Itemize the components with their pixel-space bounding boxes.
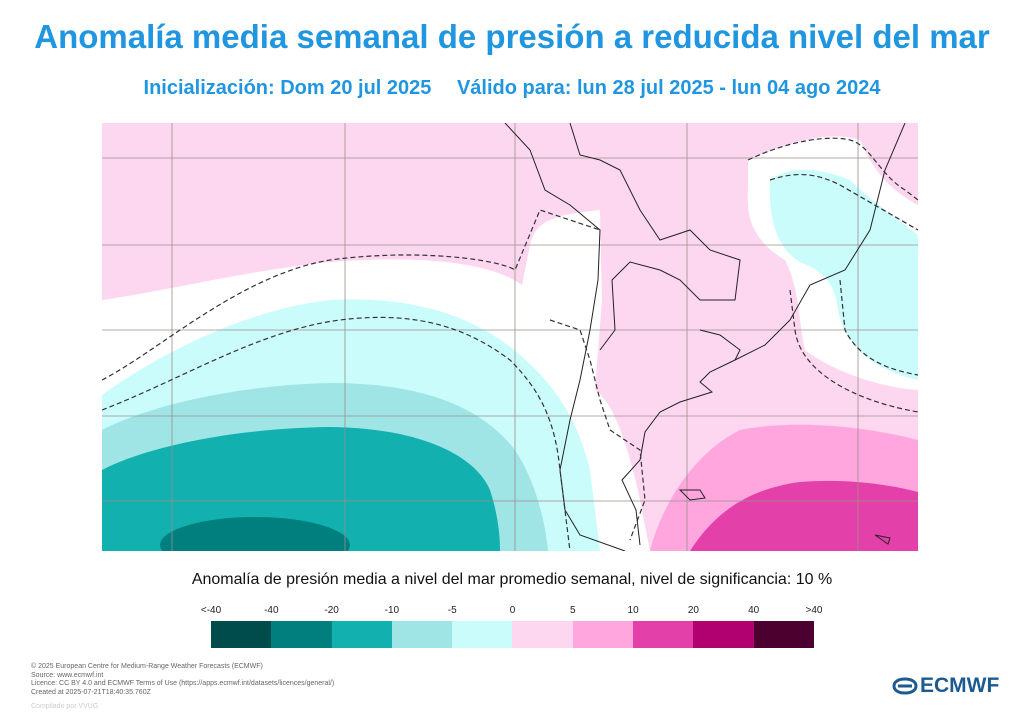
initialization-date: Inicialización: Dom 20 jul 2025 (143, 77, 432, 99)
legend-color-swatch (633, 621, 694, 648)
legend-color-swatch (753, 621, 814, 648)
legend-colorbar (211, 621, 814, 648)
legend-label: 0 (509, 605, 516, 616)
legend-label: >40 (805, 605, 823, 616)
legend-label: 5 (570, 605, 576, 616)
page-title: Anomalía media semanal de presión a redu… (34, 18, 990, 55)
legend-color-swatch (572, 621, 634, 648)
legend-color-swatch (331, 621, 392, 648)
legend-label: 10 (627, 605, 639, 616)
legend-label: 20 (687, 605, 699, 616)
legend-label: -20 (324, 605, 339, 616)
ecmwf-logo-icon (892, 677, 918, 695)
anomaly-magenta-region (690, 480, 918, 551)
legend-label: -10 (384, 605, 400, 616)
legend-label: -40 (264, 605, 279, 616)
legend-title: Anomalía de presión media a nivel del ma… (191, 571, 833, 588)
legend-label: 40 (748, 605, 760, 616)
legend-color-swatch (271, 621, 332, 648)
significance-contours (102, 137, 918, 551)
created-text: Created at 2025-07-21T18:40:35.760Z (31, 688, 151, 696)
coastlines (504, 123, 906, 551)
source-text: Source: www.ecmwf.int (31, 671, 104, 679)
legend-color-swatch (211, 621, 272, 648)
ecmwf-logo-text: ECMWF (920, 674, 1000, 697)
anomaly-cyan-ne (769, 169, 918, 380)
ecmwf-logo: ECMWF (892, 674, 999, 698)
pressure-anomaly-map (102, 123, 918, 551)
footer-credits: © 2025 European Centre for Medium-Range … (31, 663, 334, 697)
valid-period: Válido para: lun 28 jul 2025 - lun 04 ag… (456, 77, 881, 99)
legend-color-swatch (693, 621, 754, 648)
grid-lines (102, 123, 918, 551)
legend-labels: <-40 -40 -20 -10 -5 0 5 10 20 40 >40 (201, 605, 823, 619)
compiled-by-text: Compilado por VVUG (31, 703, 99, 710)
licence-text: Licence: CC BY 4.0 and ECMWF Terms of Us… (31, 680, 335, 687)
anomaly-dark-teal-region (160, 517, 350, 551)
copyright-text: © 2025 European Centre for Medium-Range … (31, 663, 263, 670)
subtitle: Inicialización: Dom 20 jul 2025 Válido p… (0, 77, 1024, 100)
legend-color-swatch (452, 621, 513, 648)
legend-color-swatch (391, 621, 453, 648)
legend-label: -5 (447, 605, 457, 616)
legend-color-swatch (512, 621, 573, 648)
legend-label: <-40 (200, 605, 222, 616)
anomaly-teal-region (102, 427, 500, 551)
